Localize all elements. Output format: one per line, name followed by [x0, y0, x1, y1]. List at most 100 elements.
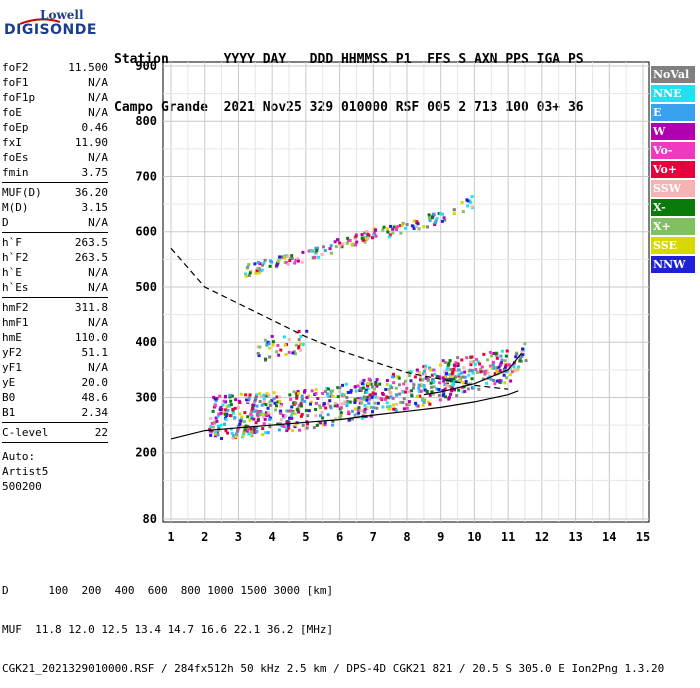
- echo-point: [214, 399, 218, 403]
- echo-point: [211, 409, 215, 413]
- echo-point: [211, 425, 215, 429]
- echo-point: [225, 405, 229, 409]
- echo-point: [504, 354, 508, 358]
- echo-point: [416, 222, 420, 226]
- echo-point: [392, 407, 396, 411]
- echo-point: [246, 415, 250, 419]
- echo-point: [409, 379, 413, 383]
- echo-point: [248, 418, 252, 422]
- echo-point: [421, 398, 425, 402]
- echo-point: [266, 406, 270, 410]
- echo-point: [439, 363, 443, 367]
- echo-point: [299, 348, 303, 352]
- echo-point: [252, 402, 256, 406]
- echo-point: [296, 408, 300, 412]
- echo-point: [421, 372, 425, 376]
- echo-point: [279, 418, 283, 422]
- echo-point: [509, 379, 513, 383]
- echo-point: [213, 397, 217, 401]
- echo-point: [474, 368, 478, 372]
- echo-point: [348, 238, 352, 242]
- echo-point: [314, 401, 318, 405]
- echo-point: [317, 404, 321, 408]
- echo-point: [443, 387, 447, 391]
- echo-point: [281, 414, 285, 418]
- param-key: foF2: [2, 61, 29, 74]
- header-values: Campo Grande 2021 Nov25 329 010000 RSF 0…: [114, 100, 584, 115]
- echo-point: [326, 387, 330, 391]
- echo-point: [268, 422, 272, 426]
- echo-point: [329, 244, 333, 248]
- echo-point: [299, 401, 303, 405]
- echo-point: [494, 353, 498, 357]
- autoscale-line: 500200: [2, 480, 42, 493]
- echo-point: [259, 411, 263, 415]
- echo-point: [455, 394, 459, 398]
- echo-point: [271, 340, 275, 344]
- plot-frame: [162, 61, 650, 523]
- echo-point: [277, 353, 281, 357]
- echo-point: [378, 382, 382, 386]
- param-key: foF1p: [2, 91, 36, 104]
- echo-point: [256, 418, 260, 422]
- echo-point: [246, 399, 250, 403]
- echo-point: [460, 371, 464, 375]
- echo-point: [293, 352, 297, 356]
- echo-point: [461, 390, 465, 394]
- echo-point: [325, 386, 329, 390]
- echo-point: [479, 367, 483, 371]
- echo-point: [297, 410, 301, 414]
- echo-point: [319, 414, 323, 418]
- param-value: N/A: [88, 316, 108, 329]
- echo-point: [223, 412, 227, 416]
- echo-point: [362, 395, 366, 399]
- echo-point: [262, 422, 266, 426]
- echo-point: [375, 378, 379, 382]
- echo-point: [328, 399, 332, 403]
- echo-point: [465, 356, 469, 360]
- echo-point: [417, 389, 421, 393]
- echo-point: [350, 409, 354, 413]
- echo-point: [360, 409, 364, 413]
- echo-point: [453, 378, 457, 382]
- param-row: yF1 N/A: [2, 360, 108, 375]
- echo-point: [423, 388, 427, 392]
- echo-point: [347, 410, 351, 414]
- echo-point: [422, 225, 426, 229]
- echo-point: [231, 436, 235, 440]
- echo-point: [255, 269, 259, 273]
- echo-point: [483, 370, 487, 374]
- echo-point: [293, 425, 297, 429]
- echo-point: [445, 380, 449, 384]
- echo-point: [510, 370, 514, 374]
- echo-point: [235, 431, 239, 435]
- echo-point: [500, 349, 504, 353]
- echo-point: [275, 395, 279, 399]
- echo-point: [466, 387, 470, 391]
- echo-point: [470, 368, 474, 372]
- y-tick-label: 300: [135, 390, 157, 404]
- echo-point: [366, 382, 370, 386]
- echo-point: [469, 363, 473, 367]
- echo-point: [293, 412, 297, 416]
- echo-point: [262, 261, 266, 265]
- echo-point: [240, 415, 244, 419]
- echo-point: [350, 417, 354, 421]
- echo-point: [253, 262, 257, 266]
- echo-point: [453, 388, 457, 392]
- echo-point: [307, 409, 311, 413]
- y-tick-label: 800: [135, 114, 157, 128]
- param-value: N/A: [88, 266, 108, 279]
- echo-point: [303, 399, 307, 403]
- echo-point: [431, 392, 435, 396]
- param-value: 11.500: [68, 61, 108, 74]
- echo-point: [507, 363, 511, 367]
- x-tick-label: 11: [501, 530, 515, 544]
- echo-point: [300, 260, 304, 264]
- legend-entry: SSW: [651, 180, 695, 197]
- echo-point: [341, 383, 345, 387]
- distance-row: D 100 200 400 600 800 1000 1500 3000 [km…: [2, 584, 334, 597]
- echo-point: [524, 359, 528, 363]
- echo-point: [314, 388, 318, 392]
- echo-point: [247, 426, 251, 430]
